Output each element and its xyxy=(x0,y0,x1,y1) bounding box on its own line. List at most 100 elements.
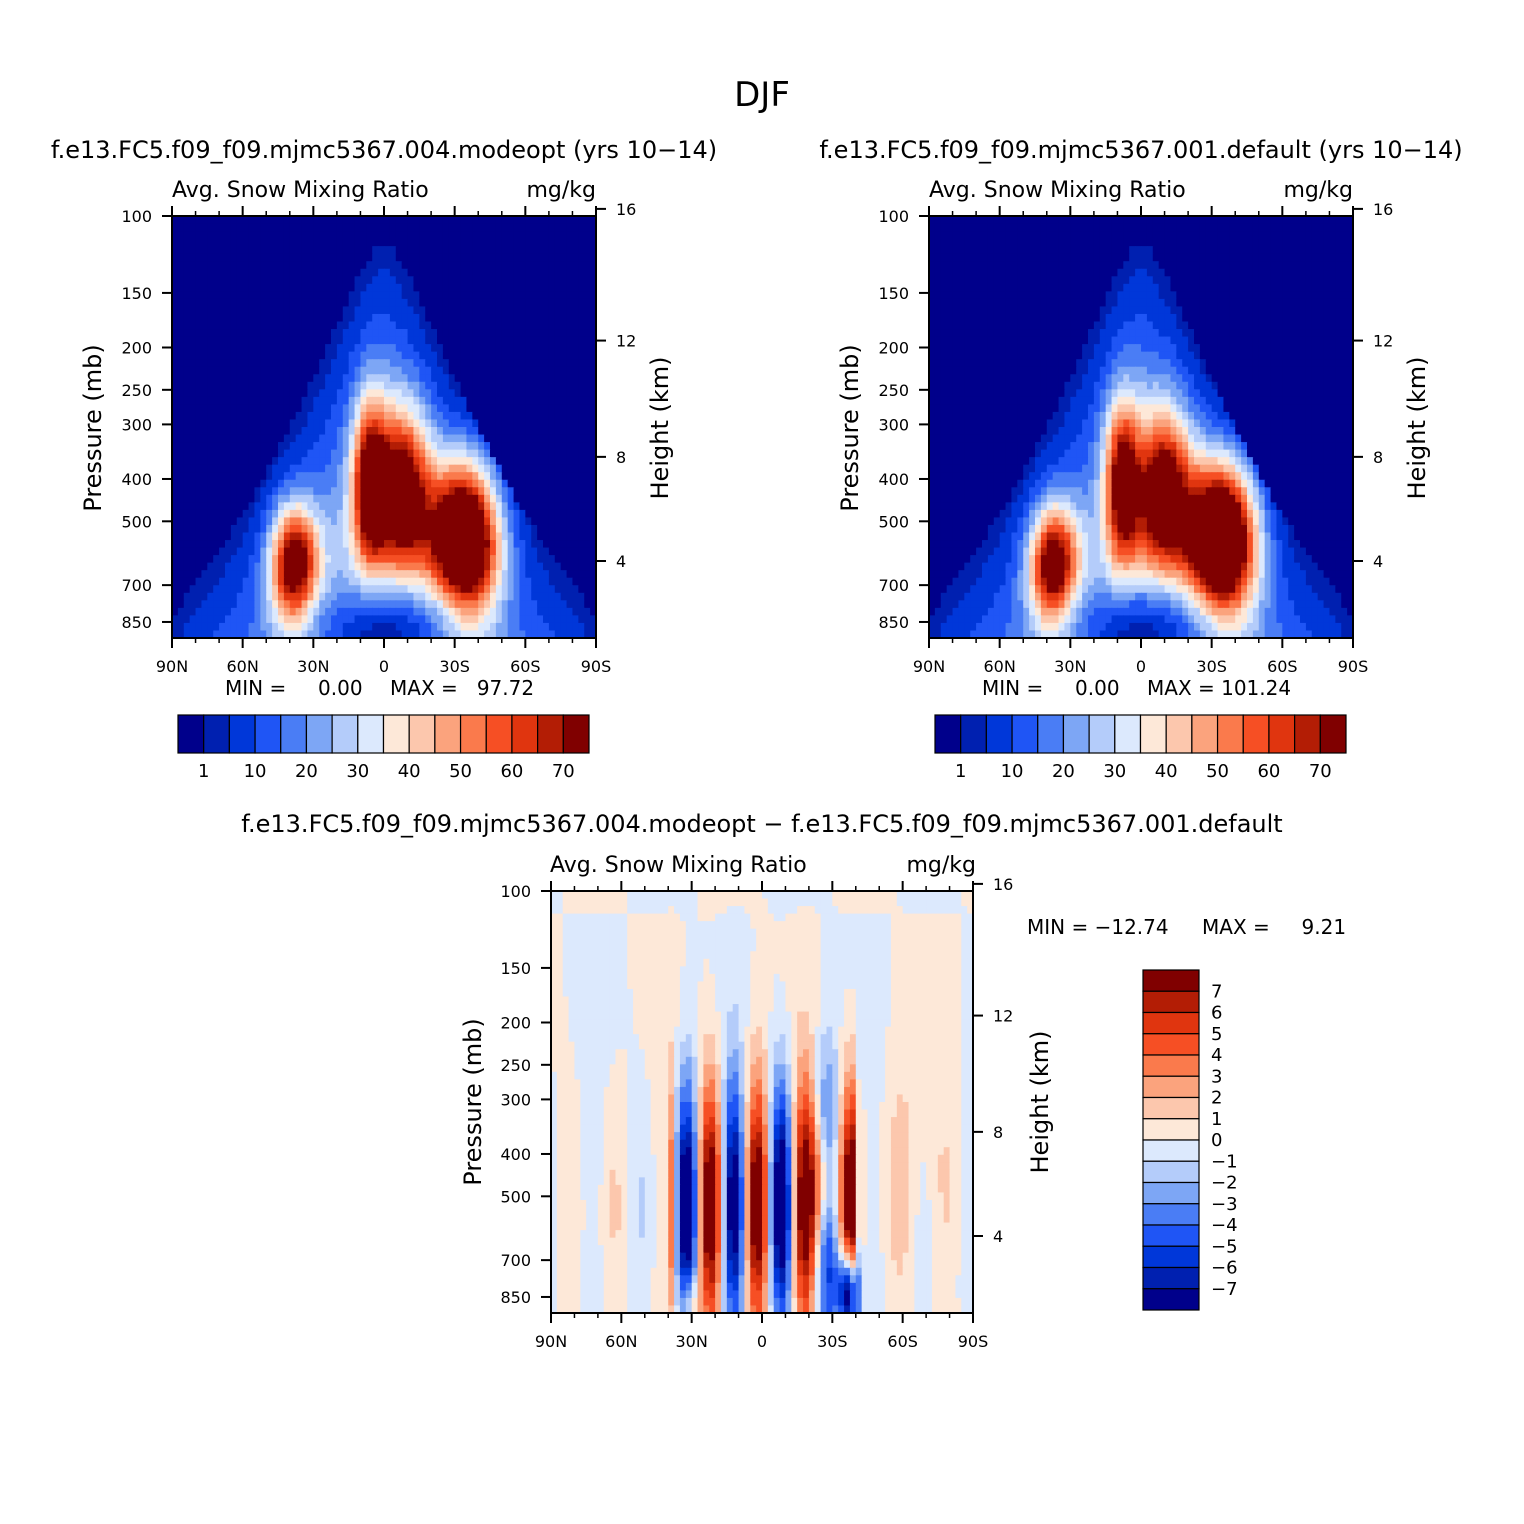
contour-cell xyxy=(372,344,379,353)
contour-cell xyxy=(590,427,597,436)
contour-cell xyxy=(378,366,385,375)
contour-cell xyxy=(384,532,391,541)
contour-cell xyxy=(331,396,338,405)
contour-cell xyxy=(448,509,456,519)
contour-cell xyxy=(413,231,420,240)
contour-cell xyxy=(1229,216,1236,225)
contour-cell xyxy=(207,419,214,428)
contour-cell xyxy=(384,630,391,639)
contour-cell xyxy=(584,389,591,398)
contour-cell xyxy=(1023,283,1030,292)
contour-cell xyxy=(1229,283,1236,292)
contour-cell xyxy=(1005,253,1013,262)
contour-cell xyxy=(419,592,426,601)
contour-cell xyxy=(260,562,267,571)
contour-cell xyxy=(348,524,356,534)
contour-cell xyxy=(336,607,344,616)
contour-cell xyxy=(360,592,367,601)
contour-cell xyxy=(378,494,385,503)
contour-cell xyxy=(554,366,562,375)
contour-cell xyxy=(295,585,303,594)
contour-cell xyxy=(331,607,338,616)
contour-cell xyxy=(1311,276,1319,285)
contour-cell xyxy=(289,585,297,594)
contour-cell xyxy=(260,472,267,481)
contour-cell xyxy=(395,434,403,443)
contour-cell xyxy=(513,585,521,594)
contour-cell xyxy=(407,238,415,247)
contour-cell xyxy=(395,381,403,390)
contour-cell xyxy=(1117,223,1124,232)
contour-cell xyxy=(201,313,208,323)
contour-cell xyxy=(460,607,468,616)
contour-cell xyxy=(295,374,303,383)
contour-cell xyxy=(1188,223,1195,232)
contour-cell xyxy=(413,547,420,556)
contour-cell xyxy=(1335,253,1342,262)
contour-cell xyxy=(425,389,432,398)
contour-cell xyxy=(425,494,432,503)
contour-cell xyxy=(201,276,208,285)
contour-cell xyxy=(437,540,444,549)
contour-cell xyxy=(289,540,297,549)
contour-cell xyxy=(313,570,320,579)
contour-cell xyxy=(495,298,503,308)
contour-cell xyxy=(1288,238,1295,247)
contour-cell xyxy=(289,344,297,353)
contour-cell xyxy=(236,411,244,421)
contour-cell xyxy=(1158,276,1166,285)
contour-cell xyxy=(472,562,479,571)
contour-cell xyxy=(490,298,497,308)
contour-cell xyxy=(578,517,585,526)
contour-cell xyxy=(531,298,538,308)
contour-cell xyxy=(372,502,379,511)
contour-cell xyxy=(354,419,362,428)
contour-cell xyxy=(490,532,497,541)
contour-cell xyxy=(1023,298,1030,308)
contour-cell xyxy=(478,464,485,473)
contour-cell xyxy=(490,457,497,466)
contour-cell xyxy=(507,524,515,534)
contour-cell xyxy=(213,223,220,232)
contour-cell xyxy=(484,524,491,534)
contour-cell xyxy=(1258,291,1266,300)
contour-cell xyxy=(507,562,515,571)
contour-cell xyxy=(560,449,568,458)
contour-cell xyxy=(301,238,309,247)
contour-cell xyxy=(219,306,226,315)
contour-cell xyxy=(307,517,314,526)
contour-cell xyxy=(313,283,320,292)
contour-cell xyxy=(177,306,185,315)
contour-cell xyxy=(407,592,415,601)
contour-cell xyxy=(543,494,550,503)
contour-cell xyxy=(360,585,367,594)
contour-cell xyxy=(543,472,550,481)
contour-cell xyxy=(360,246,367,255)
contour-cell xyxy=(401,283,409,292)
contour-cell xyxy=(543,366,550,375)
contour-cell xyxy=(976,223,983,232)
contour-cell xyxy=(419,577,426,586)
contour-cell xyxy=(560,351,568,360)
contour-cell xyxy=(213,547,220,556)
contour-cell xyxy=(1105,291,1113,300)
contour-cell xyxy=(260,298,267,308)
contour-cell xyxy=(590,524,597,534)
contour-cell xyxy=(419,246,426,255)
contour-cell xyxy=(278,389,285,398)
contour-cell xyxy=(584,321,591,330)
contour-cell xyxy=(313,585,320,594)
contour-cell xyxy=(260,321,267,330)
contour-cell xyxy=(272,434,279,443)
contour-cell xyxy=(1247,268,1254,277)
contour-cell xyxy=(1117,216,1124,225)
contour-cell xyxy=(513,291,521,300)
contour-cell xyxy=(189,238,197,247)
contour-cell xyxy=(543,261,550,270)
contour-cell xyxy=(389,479,397,488)
contour-cell xyxy=(177,253,185,262)
contour-cell xyxy=(236,622,244,632)
contour-cell xyxy=(484,585,491,594)
contour-cell xyxy=(342,291,350,300)
contour-cell xyxy=(248,359,256,368)
